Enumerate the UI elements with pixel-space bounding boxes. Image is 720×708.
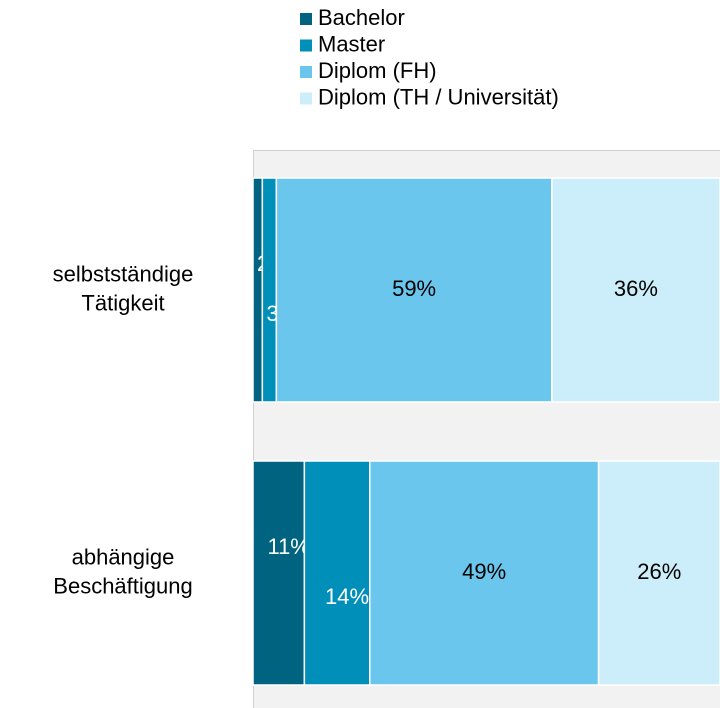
data-label: 36% <box>614 276 658 301</box>
y-tick-label: abhängige Beschäftigung <box>53 544 192 598</box>
legend-swatch <box>300 92 312 105</box>
data-label: 59% <box>392 276 436 301</box>
bar-segment <box>551 177 720 403</box>
data-label: 11% <box>267 534 309 559</box>
legend-label: Master <box>318 31 385 56</box>
bar-segment <box>597 460 720 686</box>
data-label: 14% <box>325 584 369 609</box>
legend-swatch <box>300 66 312 78</box>
y-tick-label: selbstständige Tätigkeit <box>53 261 194 315</box>
legend-swatch <box>300 39 312 52</box>
legend-swatch <box>300 13 312 25</box>
data-label: 49% <box>462 559 506 584</box>
bar-segment <box>303 460 371 686</box>
bar-segment <box>252 177 264 403</box>
bar-segment <box>252 460 306 686</box>
bar-segment <box>261 177 278 403</box>
legend-label: Diplom (FH) <box>318 58 437 83</box>
bar-segment <box>275 177 553 403</box>
legend-label: Diplom (TH / Universität) <box>318 84 559 109</box>
legend-label: Bachelor <box>318 5 405 30</box>
data-label: 26% <box>637 559 681 584</box>
